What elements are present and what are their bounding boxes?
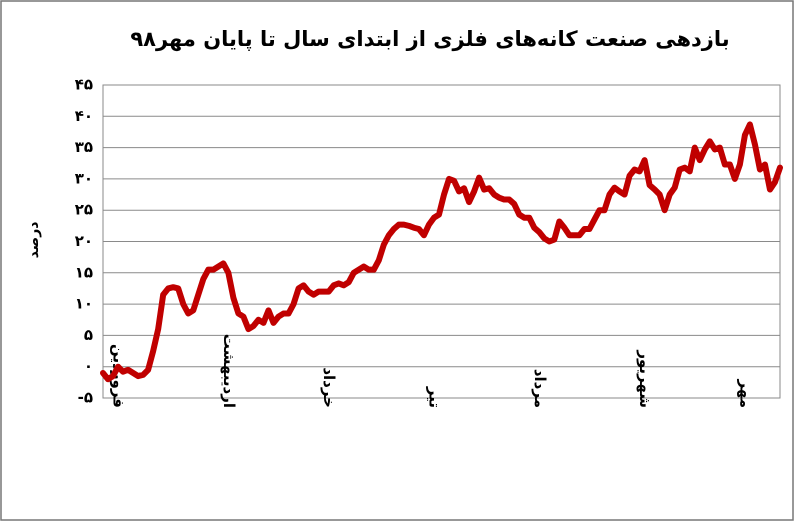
x-tick-label: خرداد: [320, 367, 338, 408]
chart-title: بازدهی صنعت کانه‌های فلزی از ابتدای سال …: [130, 27, 729, 51]
x-tick-label: مهر: [736, 378, 754, 408]
y-tick-label: ۱۰: [75, 295, 93, 313]
y-tick-label: ۲۰: [75, 232, 93, 250]
y-tick-label: ۳۰: [75, 169, 93, 187]
data-line: [100, 121, 783, 383]
y-tick-label: -۵: [78, 389, 93, 407]
x-tick-label: تیر: [425, 386, 443, 408]
y-tick-label: ۴۵: [75, 76, 93, 94]
y-tick-label: ۴۰: [75, 107, 93, 125]
y-tick-label: ۳۵: [75, 138, 93, 156]
x-tick-label: فروردین: [110, 344, 128, 408]
y-axis-label: درصد: [26, 222, 42, 259]
x-tick-label: مرداد: [531, 369, 549, 408]
x-tick-label: اردیبهشت: [220, 334, 238, 408]
y-tick-label: ۵: [84, 326, 93, 344]
x-tick-label: شهریور: [636, 349, 654, 408]
y-tick-label: ۲۵: [75, 201, 93, 219]
y-tick-label: ۱۵: [75, 263, 93, 281]
y-tick-label: ۰: [84, 357, 93, 375]
